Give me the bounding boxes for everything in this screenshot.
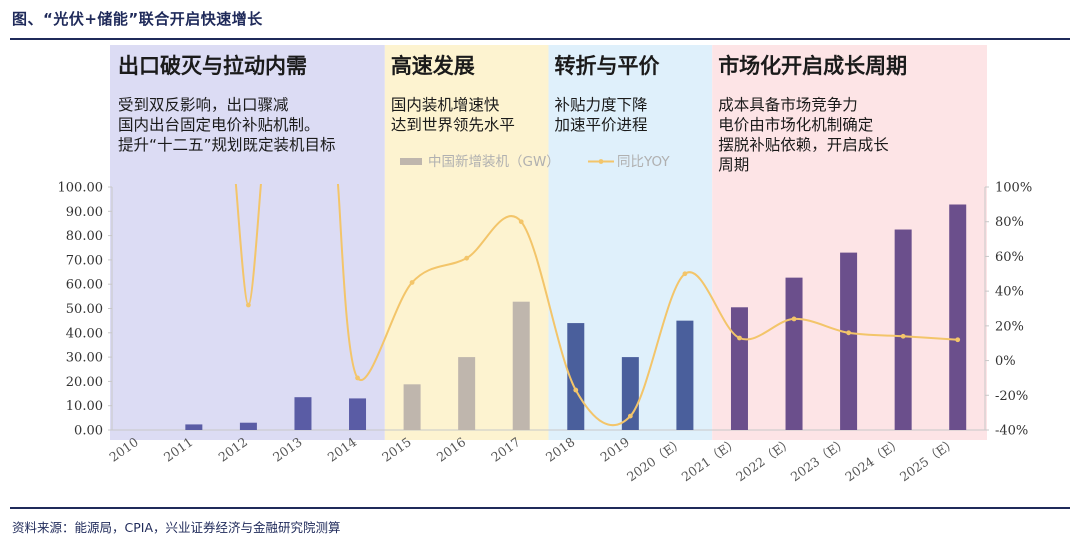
yoy-point-2021（E） [737, 335, 742, 341]
phase-description-line: 电价由市场化机制确定 [718, 116, 873, 134]
left-axis-tick-label: 90.00 [66, 205, 103, 220]
right-axis-tick-label: 80% [995, 215, 1024, 230]
right-axis-tick-label: 20% [995, 319, 1024, 334]
phase-description-line: 周期 [718, 156, 749, 174]
phase-title: 市场化开启成长周期 [718, 54, 907, 78]
right-axis-tick-label: 40% [995, 285, 1024, 300]
phase-description-line: 提升“十二五”规划既定装机目标 [118, 136, 336, 154]
left-axis-tick-label: 50.00 [66, 302, 103, 317]
left-axis-tick-label: 70.00 [66, 253, 103, 268]
bar-2015 [403, 384, 421, 430]
yoy-point-2018 [573, 387, 579, 393]
x-axis-label: 2020（E） [624, 434, 687, 484]
bar-2019 [621, 357, 639, 430]
left-axis-tick-label: 40.00 [66, 326, 103, 341]
x-axis-label: 2021（E） [679, 434, 742, 484]
yoy-point-2016 [464, 255, 470, 261]
right-axis-tick-label: 0% [995, 354, 1016, 369]
bar-2025（E） [949, 204, 967, 430]
phase-description-line: 成本具备市场竞争力 [718, 96, 858, 114]
phase-description-line: 国内装机增速快 [391, 96, 500, 114]
bar-2012 [239, 422, 257, 430]
bar-2020（E） [676, 320, 694, 430]
bar-2022（E） [785, 277, 803, 430]
bar-2018 [567, 323, 585, 430]
yoy-point-2023（E） [846, 330, 851, 336]
right-axis-tick-label: 60% [995, 250, 1024, 265]
left-axis-tick-label: 60.00 [66, 278, 103, 293]
left-axis-tick-label: 30.00 [66, 351, 103, 366]
phase-title: 高速发展 [391, 54, 475, 78]
bar-2023（E） [840, 252, 858, 430]
yoy-point-2025（E） [955, 337, 961, 343]
bottom-divider [10, 507, 1070, 509]
right-axis-tick-label: 100% [995, 181, 1032, 196]
yoy-point-2012 [246, 302, 251, 308]
yoy-point-2015 [409, 280, 415, 285]
x-axis-label: 2023（E） [788, 434, 851, 484]
bar-2024（E） [894, 229, 912, 430]
right-axis-tick-label: -20% [995, 389, 1028, 404]
x-axis-label: 2022（E） [733, 434, 796, 484]
yoy-point-2019 [627, 413, 633, 419]
legend-line-label: 同比YOY [617, 154, 670, 170]
phase-description-line: 受到双反影响，出口骤减 [118, 96, 289, 114]
phase-title: 转折与平价 [555, 54, 661, 78]
legend-bar-swatch [400, 158, 422, 165]
source-note: 资料来源：能源局，CPIA，兴业证券经济与金融研究院测算 [12, 520, 341, 535]
left-axis-tick-label: 0.00 [74, 424, 103, 439]
phase-title: 出口破灭与拉动内需 [118, 54, 307, 78]
bar-2017 [512, 301, 530, 430]
bar-2011 [185, 424, 203, 430]
x-axis-label: 2025（E） [897, 434, 960, 484]
page-title: 图、“光伏+储能”联合开启快速增长 [12, 10, 263, 28]
left-axis-tick-label: 100.00 [58, 181, 104, 196]
phase-description-line: 国内出台固定电价补贴机制。 [118, 116, 320, 134]
bar-2014 [349, 398, 367, 430]
bar-2013 [294, 397, 312, 430]
bar-2021（E） [730, 307, 748, 430]
x-axis-label: 2024（E） [842, 434, 905, 484]
yoy-line-segment [336, 184, 958, 427]
phase-description-line: 补贴力度下降 [555, 96, 648, 114]
top-divider [10, 38, 1070, 40]
right-axis-tick-label: -40% [995, 424, 1028, 439]
left-axis-tick-label: 20.00 [66, 375, 103, 390]
legend-line-marker [598, 159, 604, 164]
yoy-point-2014 [355, 375, 360, 381]
yoy-point-2017 [518, 219, 524, 225]
phase-description-line: 加速平价进程 [555, 116, 648, 134]
left-axis-tick-label: 10.00 [66, 399, 103, 414]
yoy-point-2020（E） [682, 271, 688, 277]
phase-description-line: 摆脱补贴依赖，开启成长 [718, 136, 889, 154]
phase-band [110, 45, 385, 440]
left-axis-tick-label: 80.00 [66, 229, 103, 244]
legend-bar-label: 中国新增装机（GW） [428, 154, 560, 170]
phase-description-line: 达到世界领先水平 [391, 116, 515, 134]
yoy-point-2024（E） [900, 333, 906, 339]
bar-2016 [458, 357, 476, 430]
yoy-point-2022（E） [791, 316, 797, 322]
